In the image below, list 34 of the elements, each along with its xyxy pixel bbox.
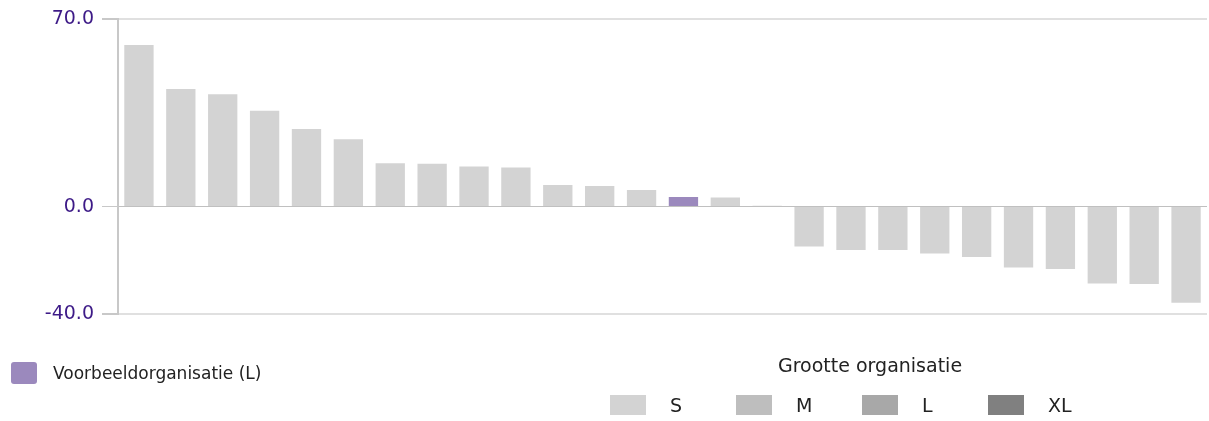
- y-tick-label: -40.0: [44, 300, 94, 323]
- bar: [333, 139, 364, 207]
- bar: [124, 45, 154, 207]
- bar: [920, 207, 950, 254]
- bar: [585, 186, 615, 207]
- legend-label: Voorbeeldorganisatie (L): [53, 363, 262, 383]
- bar: [543, 184, 573, 207]
- bar: [1171, 207, 1201, 303]
- legend-title: Grootte organisatie: [778, 354, 963, 376]
- legend-label: S: [670, 394, 683, 416]
- bar: [501, 167, 531, 207]
- bar: [375, 163, 405, 207]
- bar: [878, 207, 908, 250]
- bar: [208, 94, 238, 207]
- bar: [668, 196, 699, 207]
- bar: [1045, 207, 1076, 269]
- bar: [249, 110, 280, 207]
- bar: [1129, 207, 1159, 284]
- bar: [1003, 207, 1034, 268]
- bar: [417, 163, 447, 207]
- y-tick-label: 0.0: [63, 193, 94, 216]
- bar: [961, 207, 992, 257]
- legend-label: XL: [1048, 394, 1072, 416]
- y-tick-label: 70.0: [51, 6, 94, 29]
- bar: [626, 190, 657, 207]
- bar: [710, 197, 740, 207]
- bar: [459, 166, 489, 207]
- bar: [836, 207, 866, 250]
- bar: [794, 207, 824, 247]
- legend-label: L: [922, 394, 933, 416]
- legend-label: M: [796, 394, 813, 416]
- bar: [1087, 207, 1117, 284]
- bar: [166, 88, 196, 207]
- bar: [291, 129, 322, 207]
